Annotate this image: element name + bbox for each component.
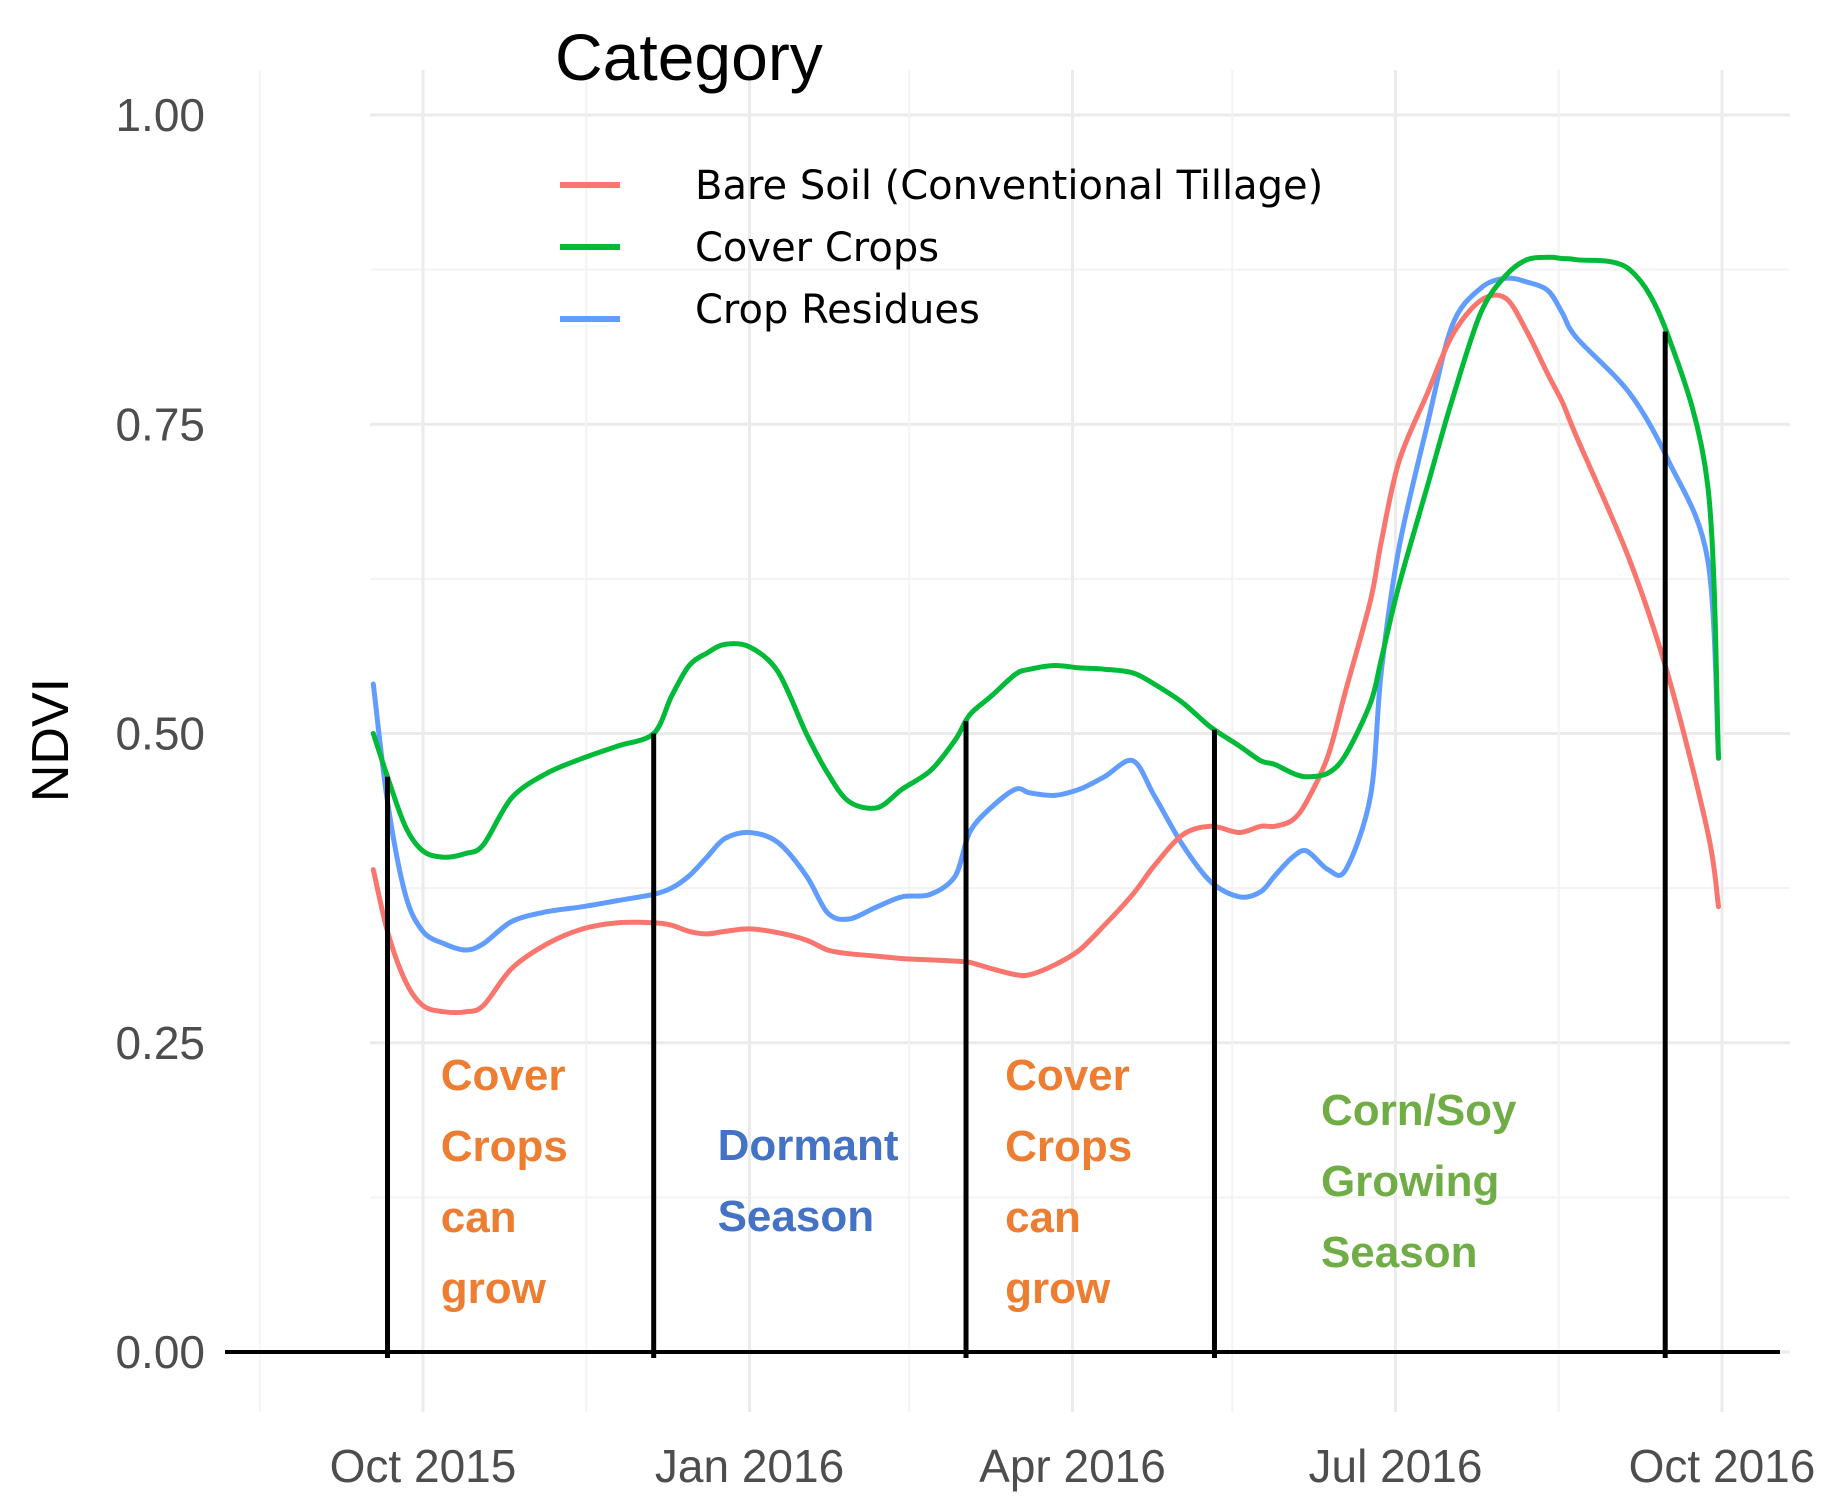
y-tick-label: 0.25	[115, 1017, 205, 1069]
annotation-line: can	[441, 1193, 517, 1242]
legend-label: Cover Crops	[695, 225, 939, 271]
season-annotation: Cover Crops can grow	[1005, 1051, 1132, 1313]
y-tick-label: 0.00	[115, 1326, 205, 1378]
annotation-line: grow	[1005, 1264, 1111, 1313]
series-line-crop-residues	[370, 275, 1721, 953]
season-annotation: Corn/Soy Growing Season	[1321, 1086, 1517, 1277]
legend: Category Bare Soil (Conventional Tillage…	[555, 20, 1323, 333]
annotation-line: Corn/Soy	[1321, 1086, 1517, 1135]
annotation-line: Crops	[1005, 1122, 1132, 1171]
annotation-line: Cover	[1005, 1051, 1130, 1100]
x-tick-label: Jan 2016	[655, 1440, 844, 1492]
season-annotations: Cover Crops can grow Dormant Season Cover Crops…	[441, 1051, 1517, 1313]
annotation-line: Cover	[441, 1051, 566, 1100]
annotation-line: Crops	[441, 1122, 568, 1171]
legend-label: Crop Residues	[695, 287, 980, 333]
annotation-line: can	[1005, 1193, 1081, 1242]
series-lines	[370, 254, 1721, 1016]
x-tick-label: Oct 2015	[330, 1440, 517, 1492]
x-tick-label: Apr 2016	[979, 1440, 1166, 1492]
season-annotation: Cover Crops can grow	[441, 1051, 568, 1313]
annotation-line: Season	[718, 1192, 875, 1241]
series-line-bare-soil-conventional-tillage	[370, 292, 1721, 1016]
y-tick-label: 0.50	[115, 708, 205, 760]
annotation-line: Dormant	[718, 1121, 899, 1170]
x-tick-label: Jul 2016	[1309, 1440, 1483, 1492]
x-tick-label: Oct 2016	[1629, 1440, 1816, 1492]
y-tick-label: 1.00	[115, 89, 205, 141]
season-annotation: Dormant Season	[718, 1121, 899, 1241]
annotation-line: Season	[1321, 1228, 1478, 1277]
annotation-line: grow	[441, 1264, 547, 1313]
season-markers	[385, 331, 1668, 1358]
y-tick-label: 0.75	[115, 398, 205, 450]
y-axis-title: NDVI	[22, 678, 80, 802]
legend-title: Category	[555, 20, 823, 94]
x-axis-ticks: Oct 2015 Jan 2016 Apr 2016 Jul 2016 Oct 2016	[330, 1440, 1816, 1492]
legend-label: Bare Soil (Conventional Tillage)	[695, 163, 1323, 209]
annotation-line: Growing	[1321, 1157, 1499, 1206]
series-line-cover-crops	[370, 254, 1721, 860]
y-axis-ticks: 0.00 0.25 0.50 0.75 1.00	[115, 89, 205, 1378]
